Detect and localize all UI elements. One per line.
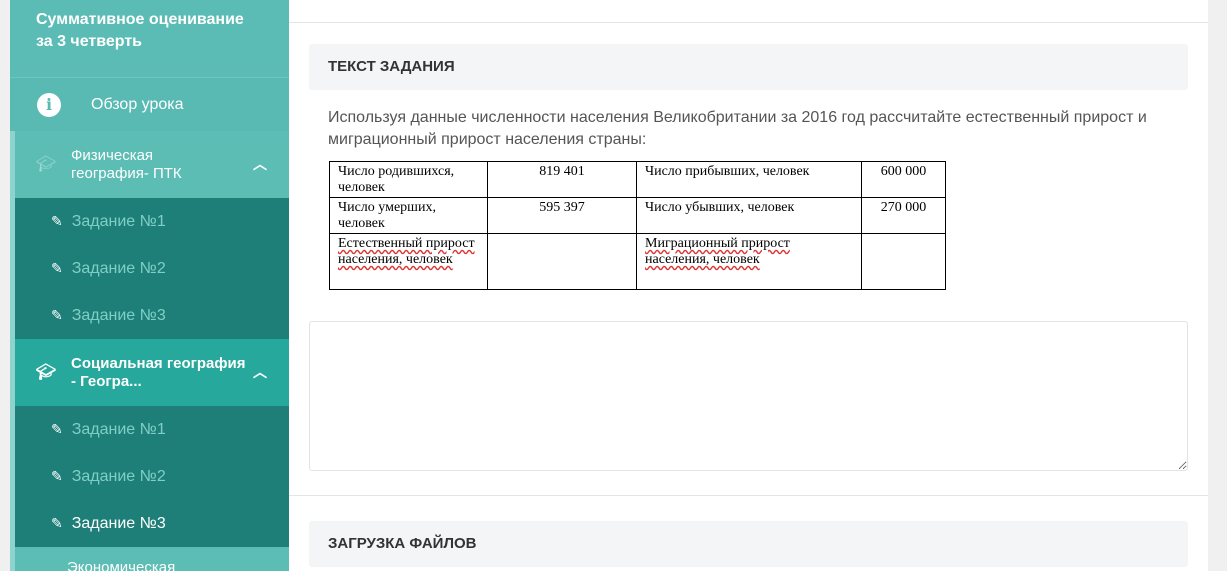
sidebar-item-task[interactable]: ✎ Задание №2 xyxy=(10,453,289,500)
task-label: Задание №2 xyxy=(71,259,166,277)
task-text: Используя данные численности населения В… xyxy=(328,109,1147,148)
sidebar: Суммативное оценивание за 3 четверть i Об… xyxy=(10,0,289,571)
divider xyxy=(289,22,1208,23)
chevron-up-icon[interactable]: ︿ xyxy=(253,156,267,172)
chevron-up-icon[interactable]: ︿ xyxy=(253,364,267,380)
sidebar-group-economic[interactable]: Экономическая xyxy=(10,547,289,571)
table-cell: Миграционный прирост населения, человек xyxy=(636,233,862,290)
table-cell: Естественный прирост населения, человек xyxy=(329,233,488,290)
edit-icon: ✎ xyxy=(51,468,63,484)
sidebar-group-physical[interactable]: 🎓︎ Физическая география- ПТК ︿ xyxy=(10,131,289,198)
task-label: Задание №3 xyxy=(71,306,166,324)
table-cell: Число родившихся, человек xyxy=(329,161,488,198)
graduation-cap-icon: 🎓︎ xyxy=(35,363,57,381)
table-cell xyxy=(861,233,946,290)
answer-textarea[interactable] xyxy=(309,321,1188,471)
edit-icon: ✎ xyxy=(51,213,63,229)
group-label: Социальная география - Геогра... xyxy=(71,354,246,390)
task-label: Задание №3 xyxy=(71,514,166,532)
task-label: Задание №2 xyxy=(71,467,166,485)
sidebar-item-task[interactable]: ✎ Задание №1 xyxy=(10,198,289,245)
sidebar-item-task-active[interactable]: ✎ Задание №3 xyxy=(10,500,289,547)
edit-icon: ✎ xyxy=(51,515,63,531)
graduation-cap-icon: 🎓︎ xyxy=(35,155,57,173)
table-cell: 270 000 xyxy=(861,197,946,234)
task-header: ТЕКСТ ЗАДАНИЯ xyxy=(309,44,1188,90)
data-table: Число родившихся, человек 819 401 Число … xyxy=(329,161,946,290)
divider xyxy=(289,495,1208,496)
edit-icon: ✎ xyxy=(51,421,63,437)
task-label: Задание №1 xyxy=(71,212,166,230)
task-label: Задание №1 xyxy=(71,420,166,438)
table-cell: 819 401 xyxy=(487,161,637,198)
edit-icon: ✎ xyxy=(51,307,63,323)
sidebar-group-social[interactable]: 🎓︎ Социальная география - Геогра... ︿ xyxy=(10,339,289,406)
sidebar-item-label: Обзор урока xyxy=(91,95,184,113)
main-content: ТЕКСТ ЗАДАНИЯ Используя данные численнос… xyxy=(289,0,1208,571)
table-row: Число родившихся, человек 819 401 Число … xyxy=(329,161,946,198)
group-label: Физическая география- ПТК xyxy=(71,146,182,182)
table-row: Естественный прирост населения, человек … xyxy=(329,233,946,290)
sidebar-item-overview[interactable]: i Обзор урока xyxy=(10,78,289,131)
sidebar-item-task[interactable]: ✎ Задание №2 xyxy=(10,245,289,292)
table-cell: 600 000 xyxy=(861,161,946,198)
table-cell xyxy=(487,233,637,290)
upload-header: ЗАГРУЗКА ФАЙЛОВ xyxy=(309,521,1188,567)
table-row: Число умерших, человек 595 397 Число убы… xyxy=(329,197,946,234)
group-label: Экономическая xyxy=(67,559,176,571)
info-icon: i xyxy=(37,92,61,117)
sidebar-item-task[interactable]: ✎ Задание №3 xyxy=(10,292,289,339)
table-cell: 595 397 xyxy=(487,197,637,234)
edit-icon: ✎ xyxy=(51,260,63,276)
table-cell: Число прибывших, человек xyxy=(636,161,862,198)
course-title: Суммативное оценивание за 3 четверть xyxy=(10,0,289,78)
table-cell: Число убывших, человек xyxy=(636,197,862,234)
table-cell: Число умерших, человек xyxy=(329,197,488,234)
sidebar-item-task[interactable]: ✎ Задание №1 xyxy=(10,406,289,453)
